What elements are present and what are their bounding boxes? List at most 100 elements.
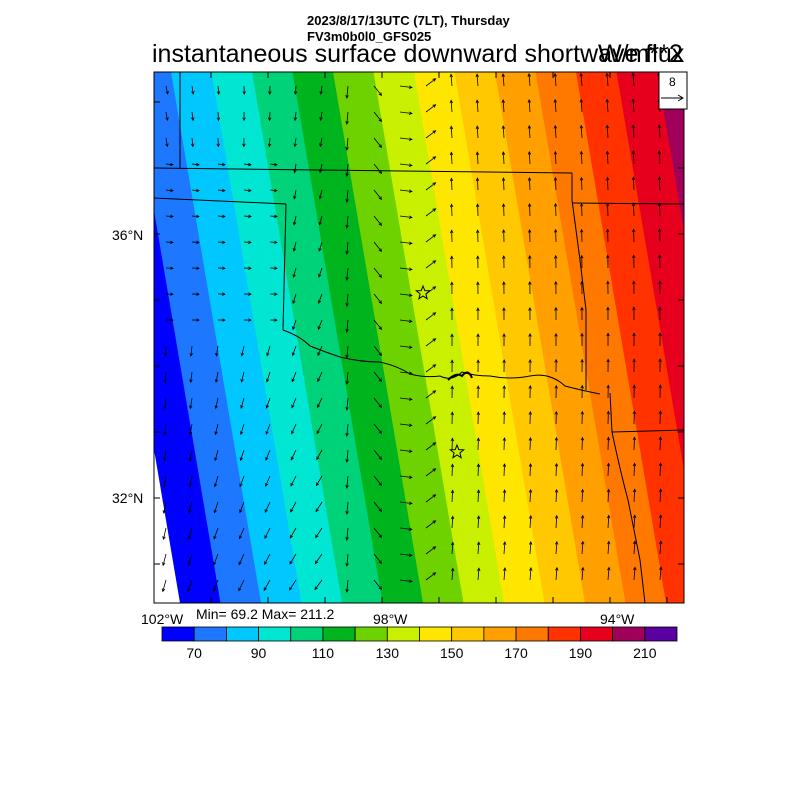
- colorbar-swatch: [322, 626, 356, 642]
- wind-vector: [632, 177, 635, 191]
- star-icon: [448, 443, 466, 459]
- wind-vector-head: [345, 329, 349, 333]
- wind-vector-head: [658, 332, 662, 336]
- wind-vector: [425, 546, 436, 555]
- wind-vector: [373, 267, 382, 278]
- wind-vector-head: [378, 196, 383, 201]
- model-name: FV3m0b0l0_GFS025: [307, 29, 432, 44]
- wind-vector: [346, 137, 349, 150]
- wind-vector: [188, 553, 193, 566]
- wind-vector-head: [216, 143, 220, 148]
- flux-band-3: [211, 72, 343, 603]
- wind-vector: [266, 345, 271, 356]
- wind-vector-head: [265, 378, 270, 383]
- wind-vector-head: [432, 364, 437, 368]
- wind-vector-head: [267, 143, 272, 148]
- wind-vector: [425, 520, 436, 529]
- wind-vector-head: [527, 73, 531, 77]
- wind-vector-head: [248, 162, 252, 167]
- arkansas-louisiana-border: [611, 429, 684, 433]
- wind-vector-head: [606, 306, 610, 311]
- wind-vector: [315, 553, 323, 564]
- wind-vector: [187, 579, 193, 592]
- wind-vector-head: [162, 562, 166, 567]
- wind-vector-head: [292, 247, 297, 252]
- wind-vector-head: [378, 144, 383, 149]
- wind-vector: [503, 516, 506, 529]
- wind-vector-head: [432, 78, 437, 82]
- wind-vector: [318, 267, 323, 278]
- wind-vector: [346, 215, 349, 228]
- wind-vector-head: [502, 489, 507, 493]
- wind-vector: [213, 553, 219, 565]
- wind-vector-head: [579, 202, 584, 207]
- wind-vector-head: [632, 280, 636, 285]
- wind-vector-head: [162, 483, 167, 488]
- wind-vector-head: [408, 397, 413, 401]
- wind-vector: [606, 99, 609, 113]
- flux-band-8: [414, 72, 546, 603]
- wind-vector-head: [501, 99, 506, 103]
- wind-vector-head: [378, 482, 383, 487]
- wind-vector-head: [170, 214, 174, 219]
- wind-vector-head: [408, 553, 413, 557]
- wind-vector-head: [475, 125, 480, 130]
- wind-vector: [317, 319, 323, 330]
- wind-vector: [164, 371, 167, 383]
- wind-vector-head: [187, 588, 191, 592]
- wind-vector-head: [274, 318, 278, 322]
- wind-vector-head: [408, 345, 413, 349]
- wind-vector-head: [408, 241, 413, 245]
- wind-vector: [606, 151, 609, 165]
- wind-vector: [451, 178, 453, 191]
- lat-label-32n: 32°N: [112, 490, 144, 506]
- wind-vector-head: [289, 586, 293, 591]
- wind-vector-head: [293, 143, 297, 148]
- wind-vector-head: [432, 234, 437, 238]
- wind-vector-head: [432, 130, 437, 134]
- wind-vector-head: [408, 319, 413, 323]
- wind-vector: [555, 177, 557, 191]
- wind-vector: [529, 463, 531, 477]
- wind-vector: [477, 464, 479, 477]
- wind-vector-head: [501, 177, 506, 181]
- wind-vector: [215, 423, 219, 435]
- wind-vector-head: [222, 266, 226, 270]
- wind-vector: [425, 468, 436, 477]
- wind-vector: [373, 319, 382, 330]
- wind-vector-head: [501, 151, 506, 155]
- wind-vector-head: [222, 318, 226, 322]
- wind-vector-head: [213, 483, 218, 488]
- wind-vector: [528, 125, 531, 139]
- colorbar-swatch: [193, 626, 227, 642]
- wind-vector: [373, 397, 382, 408]
- wind-vector-head: [631, 228, 636, 233]
- wind-vector: [294, 163, 297, 173]
- wind-vector: [165, 163, 174, 166]
- wind-vector-head: [502, 255, 506, 259]
- wind-vector-head: [170, 240, 174, 244]
- wind-vector-head: [408, 293, 413, 297]
- wind-vector-head: [292, 221, 297, 226]
- wind-vector: [580, 125, 583, 139]
- colorbar-swatch: [161, 626, 195, 642]
- wind-vector-head: [658, 514, 663, 519]
- wind-vector: [581, 489, 584, 503]
- wind-vector-head: [432, 286, 437, 290]
- wind-vector: [529, 541, 532, 555]
- wind-vector-head: [163, 353, 168, 357]
- wind-vector-head: [378, 248, 383, 253]
- wind-vector-head: [318, 273, 322, 278]
- wind-vector-head: [293, 91, 298, 95]
- wind-vector: [162, 553, 167, 566]
- wind-vector-head: [222, 188, 226, 193]
- wind-vector-head: [315, 508, 319, 513]
- wind-vector-head: [214, 379, 219, 383]
- wind-vector: [477, 490, 480, 503]
- vector-reference-value: 8: [669, 75, 676, 89]
- wind-vector: [291, 423, 297, 434]
- wind-vector-head: [605, 124, 610, 129]
- wind-vector-head: [502, 541, 507, 545]
- wind-vector: [477, 542, 480, 555]
- wind-vector: [528, 73, 531, 87]
